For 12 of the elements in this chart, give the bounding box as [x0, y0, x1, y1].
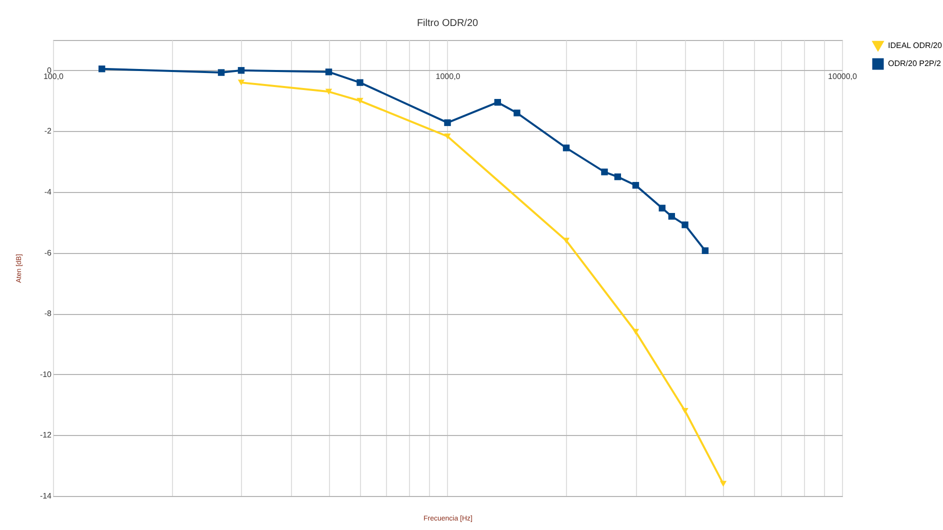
legend-label: ODR/20 P2P/2 — [888, 59, 942, 68]
y-tick-label: -2 — [44, 126, 52, 136]
chart-title: Filtro ODR/20 — [416, 18, 478, 29]
x-tick-label: 10000,0 — [828, 72, 858, 81]
y-tick-label: -14 — [40, 492, 52, 500]
y-tick-label: -12 — [40, 430, 52, 440]
y-tick-label: -8 — [44, 309, 52, 318]
y-tick-label: -6 — [44, 248, 52, 258]
y-tick-label: -10 — [40, 370, 52, 379]
x-tick-label: 1000,0 — [436, 72, 461, 81]
y-tick-label: -4 — [44, 188, 52, 196]
legend-label: IDEAL ODR/20 — [888, 41, 942, 50]
